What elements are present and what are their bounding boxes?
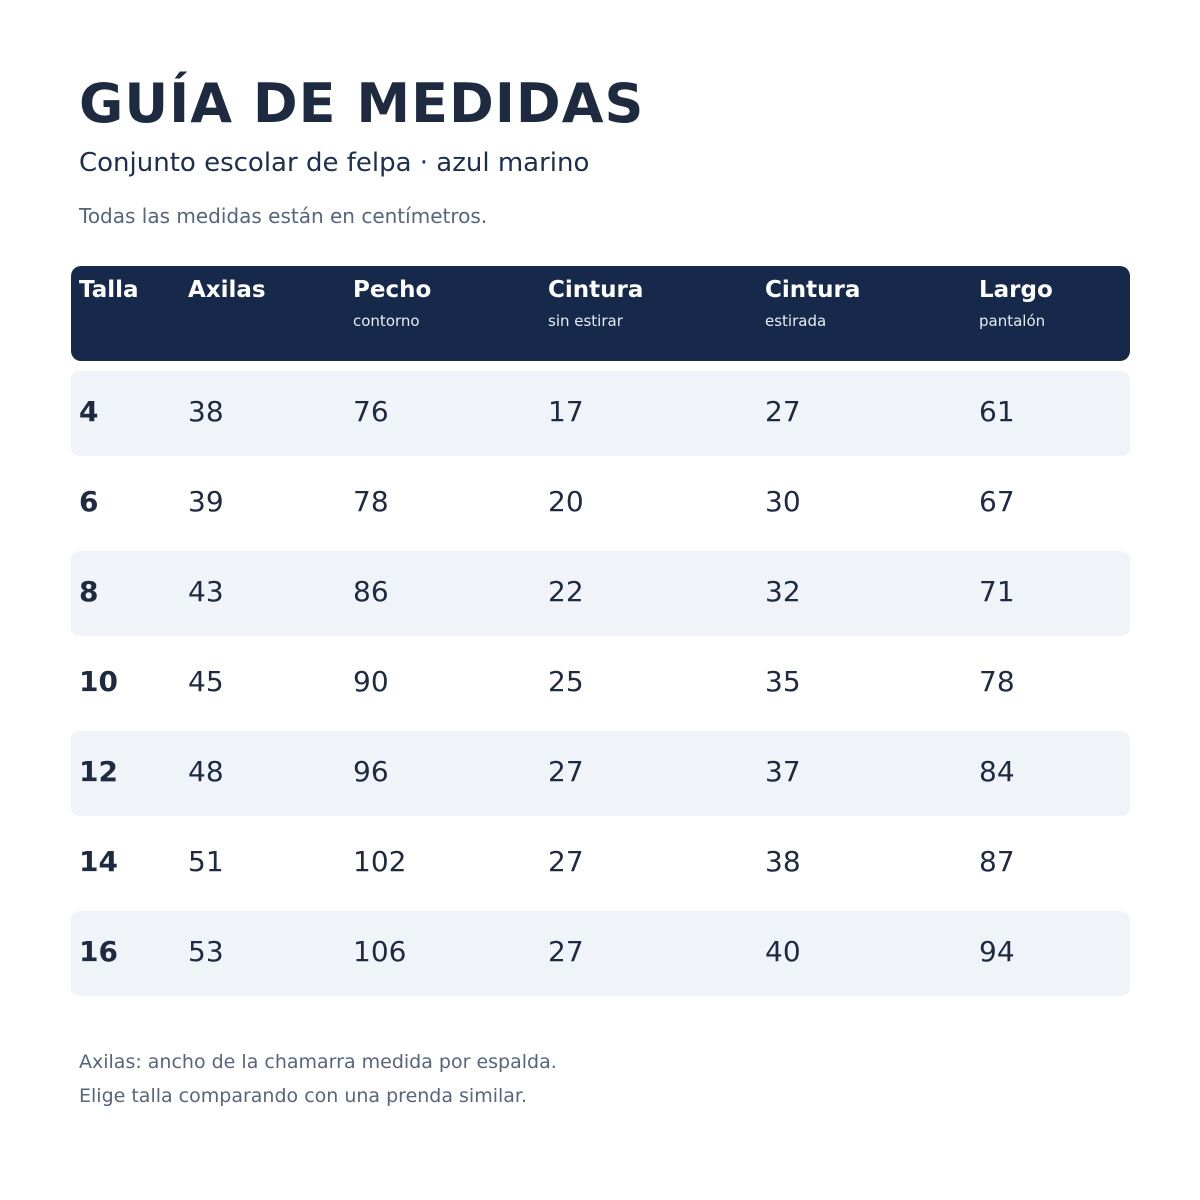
cell-pecho: 76 (353, 395, 389, 428)
product-subtitle: Conjunto escolar de felpa · azul marino (79, 148, 590, 178)
cell-largo: 78 (979, 665, 1015, 698)
column-header-cintura-estirada: Cintura estirada (765, 276, 860, 330)
cell-cintura-sin-estirar: 27 (548, 755, 584, 788)
cell-largo: 87 (979, 845, 1015, 878)
cell-axilas: 43 (188, 575, 224, 608)
column-header-cintura-sin-estirar: Cintura sin estirar (548, 276, 643, 330)
column-header-label: Cintura (548, 277, 644, 303)
cell-pecho: 102 (353, 845, 407, 878)
column-header-talla: Talla (79, 276, 139, 304)
column-header-label: Axilas (188, 277, 266, 303)
cell-axilas: 53 (188, 935, 224, 968)
cell-cintura-sin-estirar: 17 (548, 395, 584, 428)
cell-axilas: 38 (188, 395, 224, 428)
footnote-axilas: Axilas: ancho de la chamarra medida por … (79, 1051, 557, 1073)
cell-talla: 4 (79, 395, 99, 428)
cell-cintura-sin-estirar: 20 (548, 485, 584, 518)
table-row: 10 45 90 25 35 78 (71, 641, 1130, 726)
column-header-pecho: Pecho contorno (353, 276, 431, 330)
column-header-label: Cintura (765, 277, 861, 303)
cell-pecho: 78 (353, 485, 389, 518)
cell-largo: 71 (979, 575, 1015, 608)
cell-talla: 14 (79, 845, 118, 878)
column-header-sublabel: contorno (353, 312, 420, 330)
column-header-label: Pecho (353, 277, 432, 303)
cell-largo: 61 (979, 395, 1015, 428)
cell-largo: 67 (979, 485, 1015, 518)
cell-cintura-sin-estirar: 27 (548, 845, 584, 878)
column-header-sublabel: pantalón (979, 312, 1046, 330)
cell-cintura-estirada: 37 (765, 755, 801, 788)
cell-cintura-estirada: 35 (765, 665, 801, 698)
table-row: 16 53 106 27 40 94 (71, 911, 1130, 996)
cell-cintura-estirada: 38 (765, 845, 801, 878)
cell-axilas: 45 (188, 665, 224, 698)
cell-talla: 6 (79, 485, 99, 518)
page-title: GUÍA DE MEDIDAS (79, 72, 645, 135)
table-row: 8 43 86 22 32 71 (71, 551, 1130, 636)
table-row: 12 48 96 27 37 84 (71, 731, 1130, 816)
cell-talla: 12 (79, 755, 118, 788)
cell-talla: 8 (79, 575, 99, 608)
units-note: Todas las medidas están en centímetros. (79, 204, 488, 228)
cell-cintura-estirada: 30 (765, 485, 801, 518)
cell-cintura-estirada: 32 (765, 575, 801, 608)
column-header-axilas: Axilas (188, 276, 266, 304)
cell-cintura-estirada: 27 (765, 395, 801, 428)
cell-cintura-sin-estirar: 22 (548, 575, 584, 608)
table-row: 4 38 76 17 27 61 (71, 371, 1130, 456)
cell-pecho: 96 (353, 755, 389, 788)
footnote-size-tip: Elige talla comparando con una prenda si… (79, 1085, 528, 1107)
column-header-sublabel: estirada (765, 312, 827, 330)
table-header (71, 266, 1130, 361)
table-row: 6 39 78 20 30 67 (71, 461, 1130, 546)
column-header-label: Talla (79, 277, 139, 303)
cell-cintura-sin-estirar: 27 (548, 935, 584, 968)
cell-pecho: 90 (353, 665, 389, 698)
column-header-sublabel: sin estirar (548, 312, 623, 330)
cell-largo: 94 (979, 935, 1015, 968)
cell-axilas: 51 (188, 845, 224, 878)
cell-pecho: 86 (353, 575, 389, 608)
cell-axilas: 48 (188, 755, 224, 788)
cell-talla: 16 (79, 935, 118, 968)
cell-pecho: 106 (353, 935, 407, 968)
cell-cintura-sin-estirar: 25 (548, 665, 584, 698)
cell-largo: 84 (979, 755, 1015, 788)
column-header-largo: Largo pantalón (979, 276, 1053, 330)
table-row: 14 51 102 27 38 87 (71, 821, 1130, 906)
cell-axilas: 39 (188, 485, 224, 518)
cell-cintura-estirada: 40 (765, 935, 801, 968)
column-header-label: Largo (979, 277, 1053, 303)
cell-talla: 10 (79, 665, 118, 698)
